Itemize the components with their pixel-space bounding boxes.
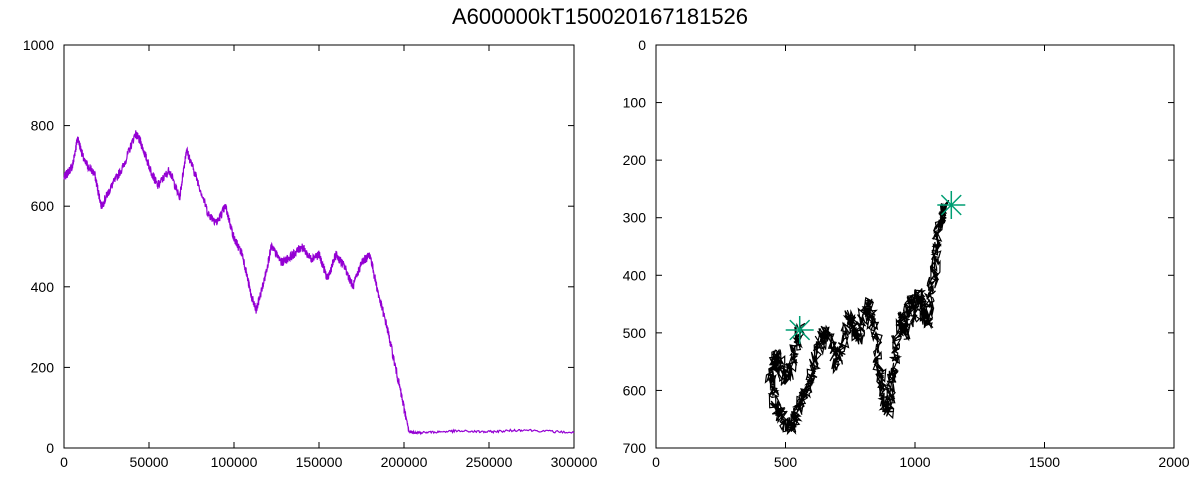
y-tick-label: 600 (31, 198, 55, 214)
plot-frame (63, 44, 575, 449)
asterisk-stroke (940, 194, 962, 216)
asterisk-marker (785, 316, 814, 344)
x-tick-label: 200000 (381, 454, 428, 470)
x-tick-label: 0 (652, 454, 660, 470)
y-tick-label: 200 (623, 152, 647, 168)
x-tick-label: 2000 (1158, 454, 1189, 470)
x-tick-label: 50000 (130, 454, 169, 470)
x-tick-label: 500 (774, 454, 798, 470)
y-tick-label: 0 (638, 37, 646, 53)
plot-frame (655, 44, 1175, 449)
y-tick-label: 300 (623, 210, 647, 226)
x-tick-label: 150000 (296, 454, 343, 470)
y-tick-label: 100 (623, 95, 647, 111)
trace-line (63, 130, 575, 436)
x-tick-label: 1000 (899, 454, 930, 470)
right-plot: 0 500 1000 1500 2000 0 100 200 300 400 500 600 700 (623, 37, 1190, 470)
x-tick-label: 1500 (1029, 454, 1060, 470)
chart-title: A600000kT150020167181526 (451, 4, 749, 29)
x-tick-label: 300000 (551, 454, 598, 470)
y-tick-label: 1000 (23, 37, 54, 53)
x-tick-label: 250000 (466, 454, 513, 470)
y-tick-label: 500 (623, 325, 647, 341)
y-tick-label: 200 (31, 359, 55, 375)
x-tick-label: 100000 (211, 454, 258, 470)
x-tick-label: 0 (60, 454, 68, 470)
y-tick-label: 400 (31, 279, 55, 295)
y-tick-label: 0 (46, 440, 54, 456)
y-tick-label: 700 (623, 440, 647, 456)
walk-path (764, 199, 950, 436)
asterisk-marker (937, 191, 966, 219)
asterisk-stroke (789, 319, 811, 341)
y-tick-label: 400 (623, 267, 647, 283)
left-plot: 0 50000 100000 150000 200000 250000 300000 0 200… (23, 37, 598, 470)
y-tick-label: 600 (623, 382, 647, 398)
y-tick-label: 800 (31, 118, 55, 134)
